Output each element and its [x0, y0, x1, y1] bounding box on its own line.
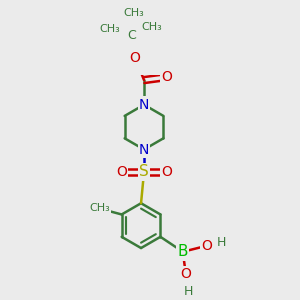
- Text: O: O: [180, 267, 191, 281]
- Text: O: O: [201, 239, 212, 253]
- Text: S: S: [139, 164, 149, 179]
- Text: O: O: [161, 165, 172, 179]
- Text: H: H: [217, 236, 226, 249]
- Text: CH₃: CH₃: [89, 203, 110, 214]
- Text: CH₃: CH₃: [123, 8, 144, 18]
- Text: N: N: [139, 98, 149, 112]
- Text: O: O: [161, 70, 172, 84]
- Text: C: C: [128, 29, 136, 42]
- Text: H: H: [184, 285, 194, 298]
- Text: O: O: [116, 165, 127, 179]
- Text: CH₃: CH₃: [99, 24, 120, 34]
- Text: N: N: [139, 142, 149, 157]
- Text: B: B: [178, 244, 188, 259]
- Text: CH₃: CH₃: [142, 22, 163, 32]
- Text: O: O: [130, 51, 140, 65]
